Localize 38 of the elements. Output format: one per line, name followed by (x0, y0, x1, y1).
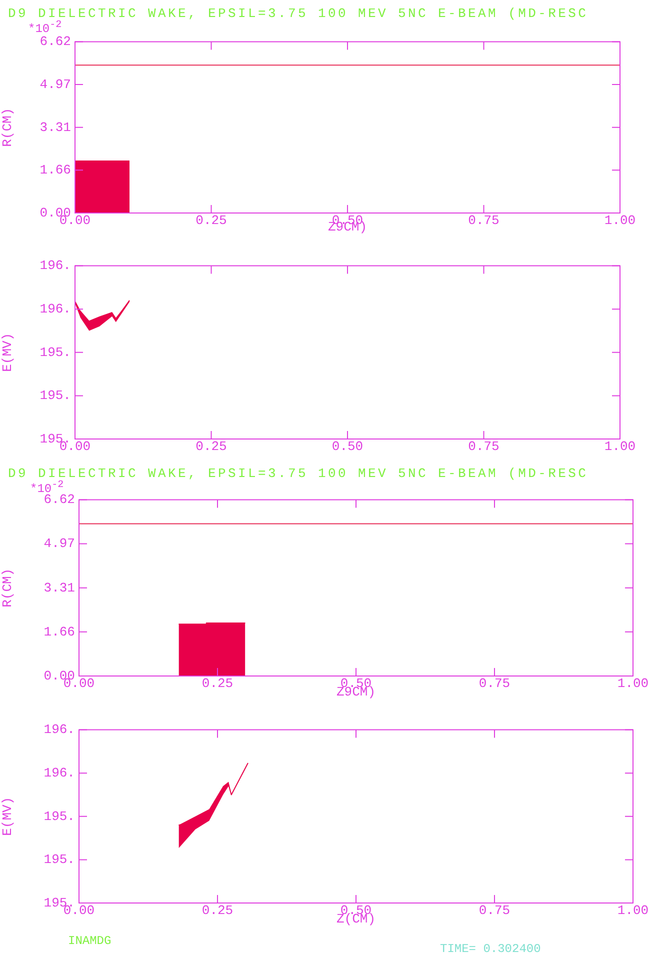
y-tick-label: 1.66 (40, 162, 71, 178)
y-tick-label: 6.62 (44, 492, 75, 508)
text: INAMDG (68, 934, 112, 948)
x-tick-label: 0.25 (196, 439, 227, 454)
y-tick-label: 195. (40, 388, 71, 404)
x-tick-label: 1.00 (604, 213, 636, 228)
x-tick-label: 0.75 (478, 903, 510, 918)
text: *10$^{-2}$ (28, 20, 62, 36)
y-tick-label: 4.97 (40, 76, 71, 92)
x-tick-label: 0.50 (332, 439, 364, 454)
y-axis-title: E(MV) (0, 796, 16, 836)
y-tick-label: 195. (44, 808, 75, 824)
x-tick-label: 1.00 (617, 903, 649, 918)
x-tick-label: 0.75 (478, 676, 510, 692)
y-tick-label: 196. (44, 766, 75, 781)
y-axis-title: R(CM) (0, 108, 16, 147)
y-tick-label: 196. (40, 258, 71, 274)
y-tick-label: 4.97 (44, 536, 75, 552)
x-tick-label: 0.25 (202, 903, 234, 918)
y-tick-label: 1.66 (44, 624, 75, 640)
y-tick-label: 196. (40, 302, 71, 317)
y-axis-title: R(CM) (0, 568, 16, 608)
y-tick-label: 3.31 (40, 120, 72, 135)
y-tick-label: 195. (40, 344, 71, 360)
y-tick-label: 196. (44, 722, 75, 738)
y-axis-title: E(MV) (0, 332, 16, 372)
x-tick-label: 0.75 (468, 439, 500, 454)
chart-title: D9 DIELECTRIC WAKE, EPSIL=3.75 100 MEV 5NC E-BEAM (MD-RESC (8, 6, 588, 21)
text: TIME= 0.302400 (440, 942, 541, 956)
x-tick-label: 0.25 (202, 676, 234, 692)
x-tick-label: 1.00 (617, 676, 649, 692)
x-tick-label: 1.00 (604, 439, 636, 454)
chart-title: D9 DIELECTRIC WAKE, EPSIL=3.75 100 MEV 5NC E-BEAM (MD-RESC (8, 466, 588, 481)
y-tick-label: 195. (44, 852, 75, 868)
x-tick-label: 0.75 (468, 213, 500, 228)
x-tick-label: 0.25 (196, 213, 227, 228)
y-tick-label: 6.62 (40, 34, 71, 50)
y-tick-label: 3.31 (44, 580, 76, 596)
